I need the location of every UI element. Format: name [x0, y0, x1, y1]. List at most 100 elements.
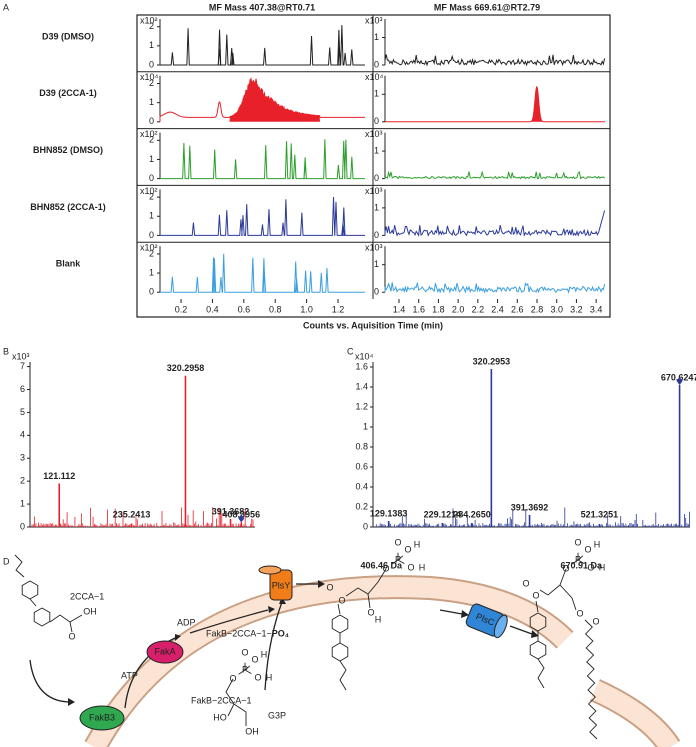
y-tick-label: 1 [149, 211, 154, 221]
atom-label: H [414, 539, 421, 549]
scale-label: x10² [140, 129, 158, 139]
y-tick-label: 2 [149, 192, 154, 202]
enzyme-label: FakA [154, 646, 175, 656]
y-tick-label: 0 [374, 173, 379, 183]
atom-label: O [587, 562, 594, 572]
x-tick-label: 2.8 [531, 304, 544, 314]
atom-label: O [592, 616, 599, 626]
y-tick-label: 1 [374, 145, 379, 155]
x-tick-label: 2.4 [491, 304, 504, 314]
label: FakB−2CCA−1 [191, 695, 252, 705]
compound-label: 2CCA−1 [70, 591, 104, 601]
peak-label: 320.2953 [473, 356, 511, 366]
atom-label: H [594, 539, 601, 549]
atom-label: O [68, 631, 75, 641]
column-title: MF Mass 669.61@RT2.79 [434, 2, 540, 12]
row-label: D39 (DMSO) [42, 31, 94, 41]
y-tick-label: 1.4 [355, 381, 368, 391]
y-tick-label: 1 [149, 97, 154, 107]
bond [14, 554, 25, 578]
atom-label: H [266, 672, 273, 682]
panel-label: B [3, 346, 9, 356]
x-tick-label: 1.2 [332, 304, 345, 314]
bond [397, 559, 405, 564]
atom-label: H [261, 649, 268, 659]
peak-label: 235.2413 [113, 509, 151, 519]
y-tick-label: 0 [149, 287, 154, 297]
y-tick-label: 0 [374, 116, 379, 126]
mass-label: 670.91 Da [560, 560, 603, 570]
peak-label: 521.3251 [581, 509, 619, 519]
y-tick-label: 0 [374, 230, 379, 240]
y-tick-label: 0.8 [355, 441, 368, 451]
atom-label: O [394, 537, 401, 547]
atom-label: O [367, 607, 374, 617]
atom-label: P [395, 554, 401, 564]
atom-label: O [576, 608, 583, 618]
bond [331, 642, 349, 662]
trace [385, 86, 605, 123]
y-tick-label: 1 [149, 40, 154, 50]
bond [244, 665, 251, 671]
atom-label: OH [245, 726, 259, 736]
bond [337, 603, 341, 615]
label: ADP [177, 617, 196, 627]
scale-label: x10³ [365, 243, 383, 253]
bond [331, 614, 349, 634]
trace [384, 210, 606, 238]
bond [391, 559, 399, 565]
x-tick-label: 3.0 [550, 304, 563, 314]
bond [49, 614, 83, 623]
x-tick-label: 3.2 [570, 304, 583, 314]
trace [384, 54, 606, 67]
atom-label: O [254, 672, 261, 682]
peak-label: 391.3692 [511, 502, 549, 512]
row-label: Blank [56, 259, 82, 269]
y-tick-label: 0 [149, 230, 154, 240]
y-tick-label: 0 [20, 521, 25, 531]
marker [676, 377, 683, 385]
panel-label: A [3, 2, 9, 12]
bond [584, 619, 598, 740]
panel-label: D [3, 556, 10, 566]
y-tick-label: 1 [374, 259, 379, 269]
x-tick-label: 2.2 [472, 304, 485, 314]
bond [29, 598, 37, 607]
bond [21, 580, 39, 600]
bond [339, 660, 347, 691]
y-tick-label: 2 [149, 135, 154, 145]
x-tick-label: 1.6 [412, 304, 425, 314]
membrane [590, 680, 679, 747]
atom-label: H [419, 562, 426, 572]
atom-label: O [338, 595, 345, 605]
bond [529, 640, 547, 660]
x-tick-label: 2.0 [452, 304, 465, 314]
bond [539, 568, 567, 596]
atom-label: O [326, 582, 333, 592]
scale-label: x10³ [365, 15, 383, 25]
atom-label: O [241, 647, 248, 657]
fakb3-protein [79, 705, 125, 731]
bond [559, 584, 577, 611]
y-tick-label: 0 [149, 59, 154, 69]
y-tick-label: 1 [363, 421, 368, 431]
bond [535, 600, 539, 613]
row-label: BHN852 (2CCA-1) [30, 202, 106, 212]
noise [374, 507, 690, 527]
atom-label: O [404, 544, 411, 554]
atom-label: O [574, 537, 581, 547]
bond [244, 669, 252, 674]
trace-area [385, 86, 605, 122]
scale-label: x10² [140, 15, 158, 25]
plsc-end [493, 614, 508, 639]
y-tick-label: 1 [374, 202, 379, 212]
scale-label: x10² [140, 243, 158, 253]
trace [160, 253, 365, 293]
atom-label: OH [83, 606, 97, 616]
y-tick-label: 2 [149, 248, 154, 258]
y-tick-label: 1 [374, 32, 379, 42]
peak-label: 391.3682 [212, 506, 250, 516]
scale-label: x10² [140, 186, 158, 196]
label: ATP [121, 670, 138, 680]
row-label: BHN852 (DMSO) [33, 145, 103, 155]
